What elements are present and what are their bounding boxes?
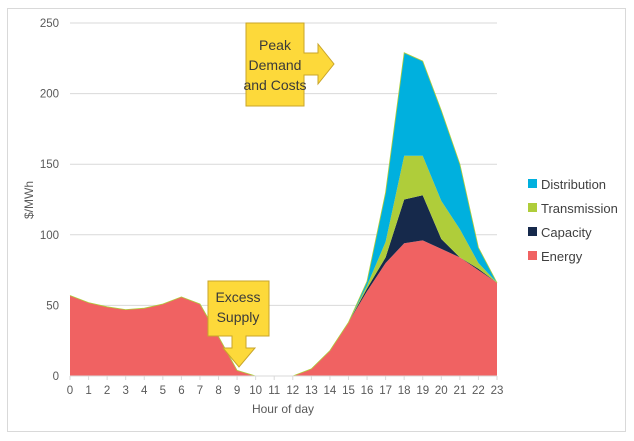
x-tick-label: 1 [85, 385, 91, 397]
x-axis-title: Hour of day [252, 402, 314, 416]
legend-item-energy: Energy [528, 249, 583, 264]
excess-callout-line-1: Excess [215, 289, 260, 305]
x-tick-label: 8 [215, 385, 221, 397]
x-tick-label: 5 [160, 385, 166, 397]
y-tick-label: 200 [40, 89, 59, 101]
y-tick-label: 250 [40, 18, 59, 30]
x-tick-label: 17 [379, 385, 392, 397]
x-tick-label: 21 [453, 385, 466, 397]
excess-callout-line-2: Supply [217, 309, 260, 325]
legend-label: Energy [541, 249, 583, 264]
legend-item-capacity: Capacity [528, 225, 592, 240]
y-axis-title: $/MWh [22, 181, 36, 219]
y-axis-ticks: 0 50 100 150 200 250 [40, 18, 59, 383]
x-tick-label: 16 [361, 385, 374, 397]
legend-label: Distribution [541, 177, 606, 192]
x-tick-label: 2 [104, 385, 110, 397]
x-tick-label: 0 [67, 385, 73, 397]
y-tick-label: 100 [40, 230, 59, 242]
x-tick-label: 7 [197, 385, 203, 397]
legend: Distribution Transmission Capacity Energ… [528, 177, 618, 264]
peak-callout-line-2: Demand [249, 57, 302, 73]
x-tick-label: 18 [398, 385, 411, 397]
x-tick-label: 4 [141, 385, 148, 397]
right-arrow-callout-icon [245, 22, 335, 107]
legend-swatch-icon [528, 251, 537, 260]
x-tick-label: 23 [491, 385, 504, 397]
x-tick-label: 13 [305, 385, 318, 397]
y-tick-label: 50 [46, 300, 59, 312]
peak-callout-line-3: and Costs [243, 77, 306, 93]
x-tick-label: 15 [342, 385, 355, 397]
x-tick-label: 9 [234, 385, 240, 397]
area-energy [70, 240, 497, 376]
x-tick-label: 11 [268, 385, 280, 397]
legend-swatch-icon [528, 179, 537, 188]
legend-swatch-icon [528, 203, 537, 212]
y-tick-label: 150 [40, 159, 59, 171]
legend-label: Capacity [541, 225, 592, 240]
legend-item-distribution: Distribution [528, 177, 606, 192]
x-axis-ticks: 0 1 2 3 4 5 6 7 8 9 10 11 12 13 14 15 16 17 18 19 20 21 22 23 [67, 375, 504, 397]
excess-supply-callout: Excess Supply [207, 280, 270, 368]
legend-item-transmission: Transmission [528, 201, 618, 216]
down-arrow-callout-icon [207, 280, 270, 368]
peak-demand-callout: Peak Demand and Costs [243, 22, 335, 107]
x-tick-label: 10 [249, 385, 262, 397]
x-tick-label: 14 [324, 385, 337, 397]
x-tick-label: 6 [178, 385, 184, 397]
x-tick-label: 3 [122, 385, 128, 397]
peak-callout-line-1: Peak [259, 37, 292, 53]
x-tick-label: 22 [472, 385, 485, 397]
x-tick-label: 12 [286, 385, 299, 397]
legend-swatch-icon [528, 227, 537, 236]
x-tick-label: 19 [416, 385, 429, 397]
x-tick-label: 20 [435, 385, 448, 397]
y-tick-label: 0 [53, 371, 59, 383]
legend-label: Transmission [541, 201, 618, 216]
